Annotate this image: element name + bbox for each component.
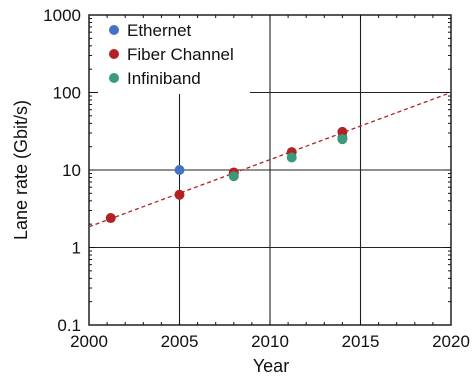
trend-line	[88, 91, 452, 228]
legend-label-infiniband: Infiniband	[127, 69, 201, 88]
legend-label-ethernet: Ethernet	[127, 21, 192, 40]
infiniband-point-0	[228, 171, 239, 182]
infiniband-point-1	[286, 152, 297, 163]
x-tick-label-2000: 2000	[70, 332, 108, 351]
points-layer	[105, 126, 348, 224]
x-tick-label-2015: 2015	[342, 332, 380, 351]
fiber-channel-point-0	[105, 213, 116, 224]
legend-label-fiber-channel: Fiber Channel	[127, 45, 234, 64]
y-tick-label-10: 10	[62, 161, 81, 180]
x-tick-label-2010: 2010	[251, 332, 289, 351]
y-tick-label-1: 1	[72, 239, 81, 258]
ticks-layer: 2000 2005 2010 2015 2020 0.1 1 10 100 1000	[43, 6, 470, 351]
ethernet-point-0	[174, 165, 185, 175]
y-tick-label-0.1: 0.1	[57, 316, 81, 335]
legend-marker-ethernet	[109, 25, 119, 35]
y-axis-title: Lane rate (Gbit/s)	[11, 100, 31, 240]
legend-marker-infiniband	[109, 73, 119, 83]
infiniband-point-2	[337, 134, 348, 145]
y-tick-label-100: 100	[53, 84, 81, 103]
axes-layer	[88, 14, 452, 326]
legend-marker-fiber-channel	[109, 49, 119, 59]
x-axis-title: Year	[253, 356, 289, 376]
trend-layer	[88, 91, 452, 228]
y-tick-label-1000: 1000	[43, 6, 81, 25]
fiber-channel-point-1	[174, 189, 185, 200]
legend: Ethernet Fiber Channel Infiniband	[98, 18, 250, 94]
x-tick-label-2020: 2020	[432, 332, 470, 351]
x-tick-label-2005: 2005	[161, 332, 199, 351]
legend-background	[98, 18, 250, 94]
fiber-channel-point-4	[337, 126, 348, 137]
